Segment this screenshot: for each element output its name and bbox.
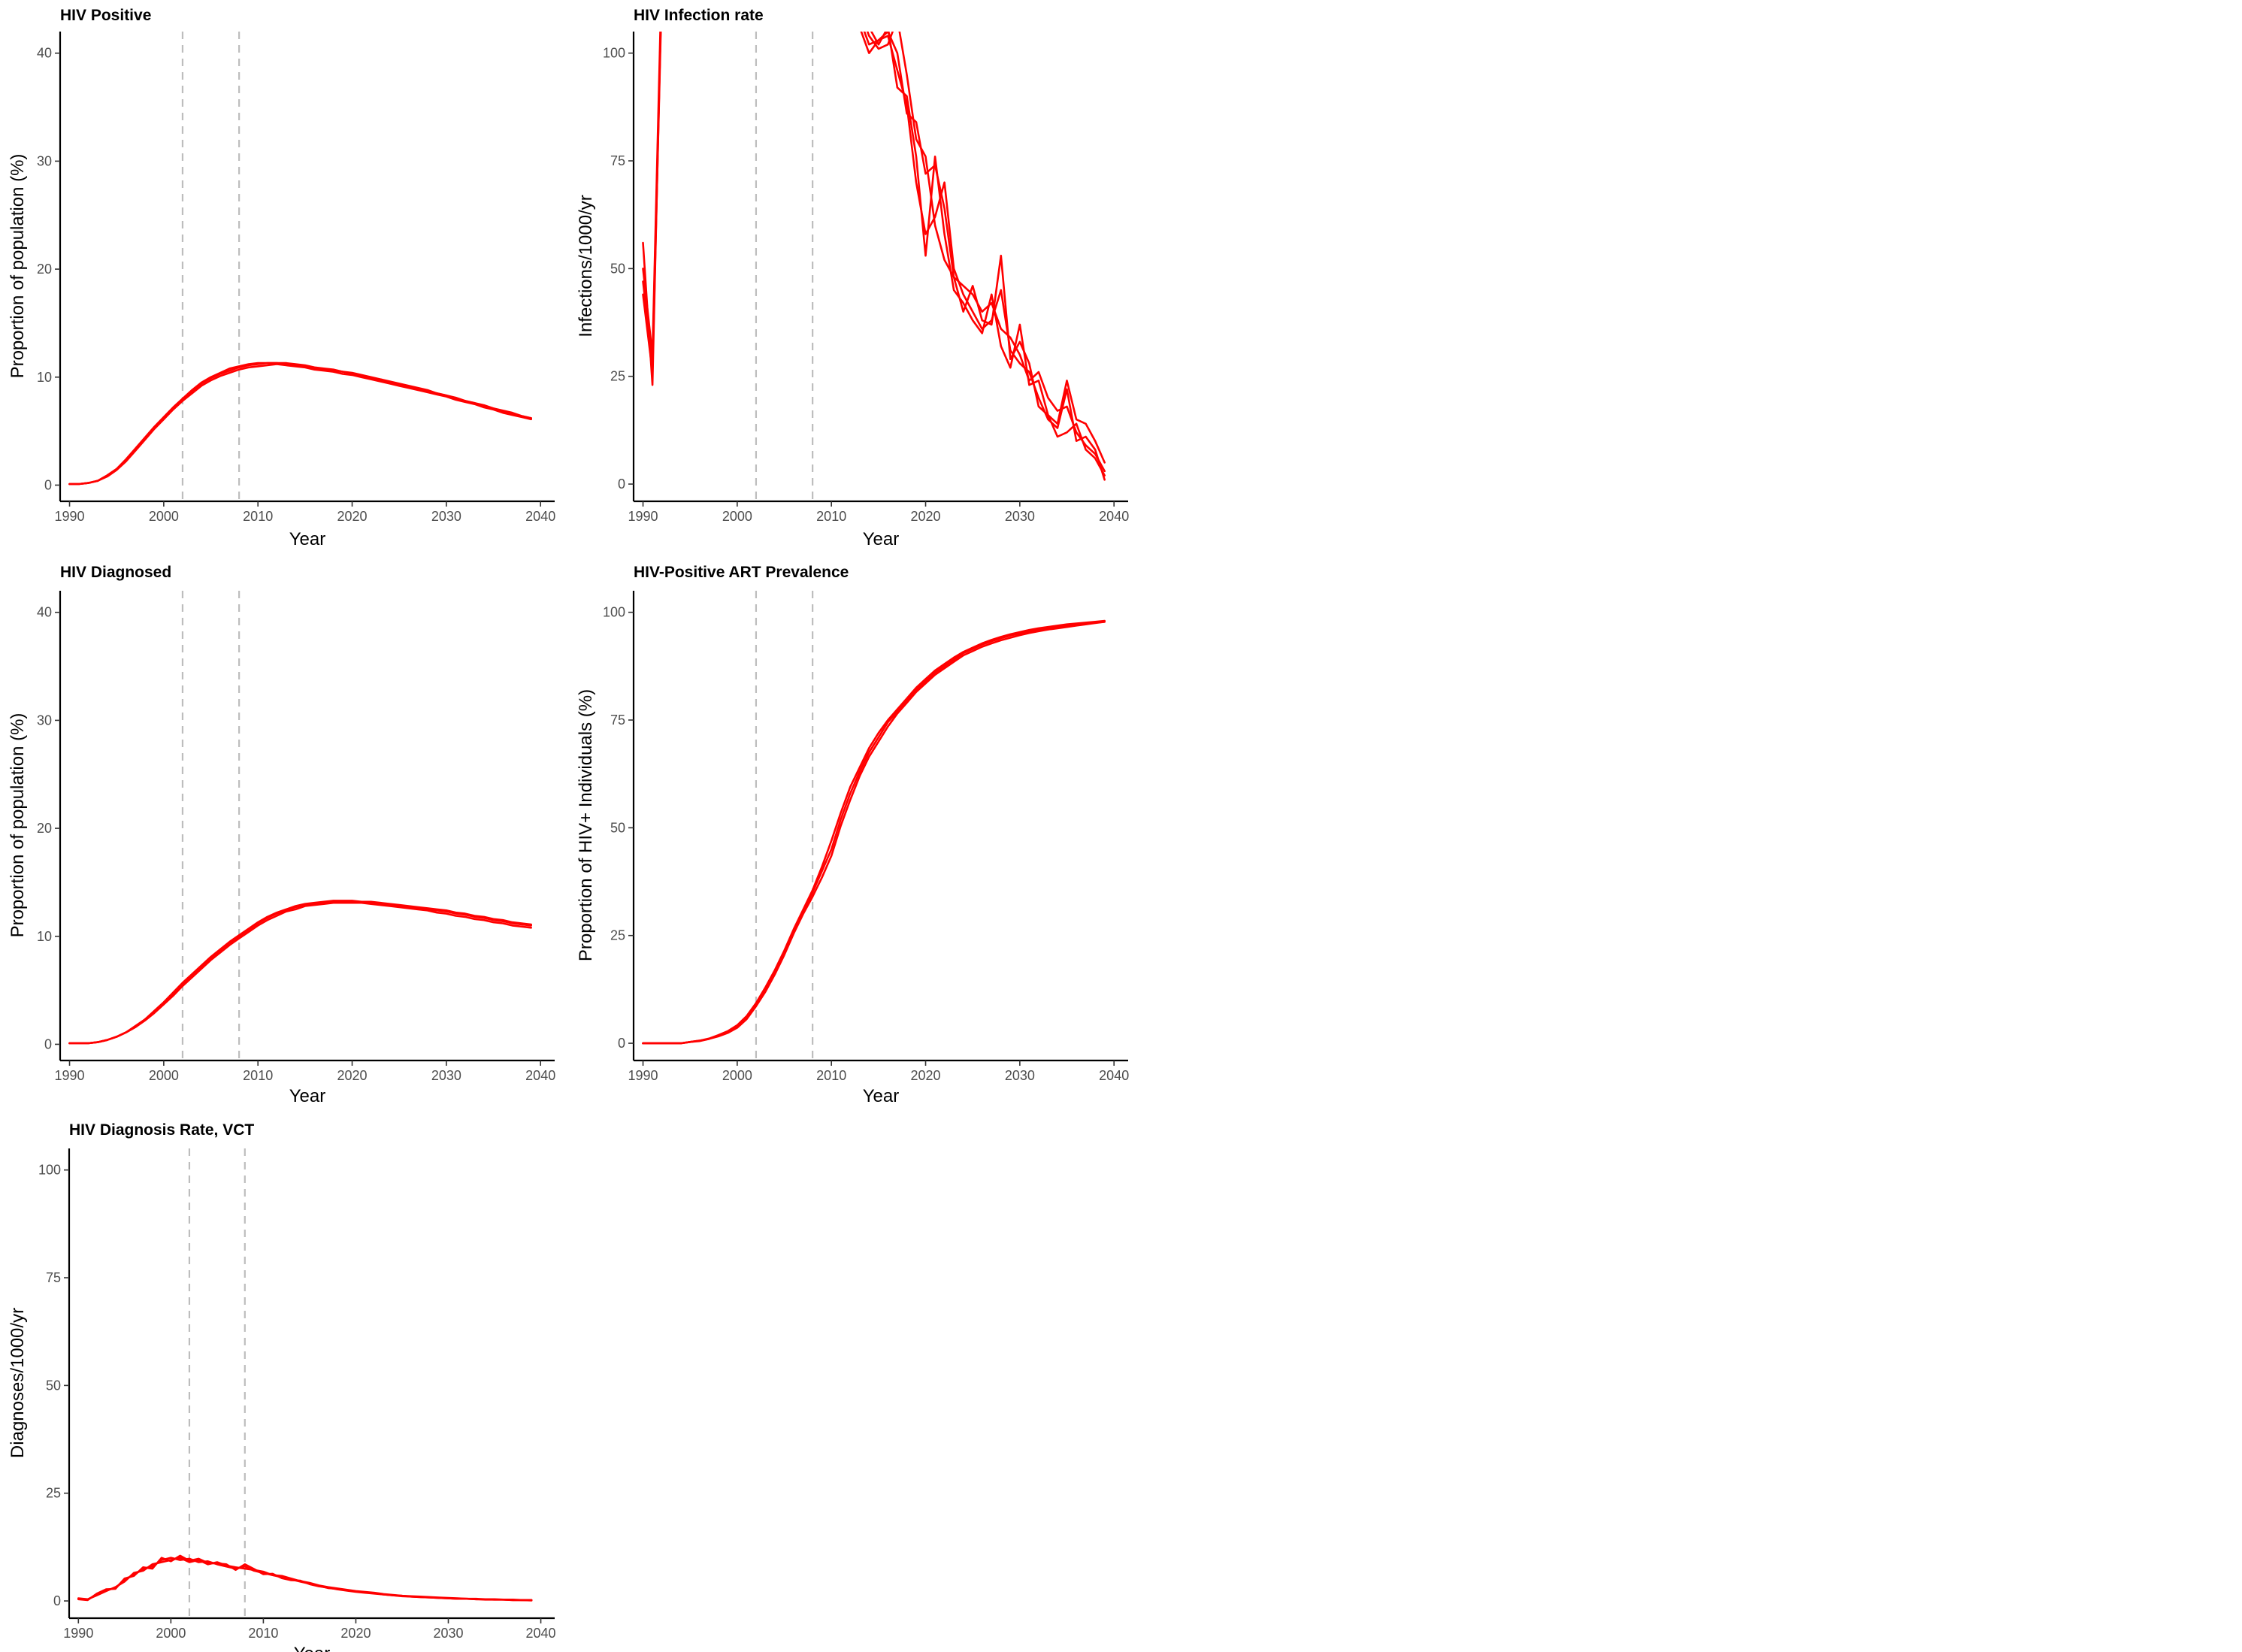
panel-title: HIV Diagnosed — [60, 564, 171, 581]
plot-area: 1990 2000 2010 2020 2030 2040 0 25 50 75 100 — [603, 591, 1129, 1083]
y-tick-label: 20 — [37, 262, 52, 277]
y-tick-label: 0 — [44, 1036, 52, 1051]
y-tick-label: 0 — [618, 477, 625, 492]
x-tick-label: 2000 — [149, 509, 179, 524]
series-line-3 — [642, 32, 1106, 477]
x-tick-label: 2000 — [722, 1068, 752, 1083]
plot-area: 1990 2000 2010 2020 2030 2040 0 25 50 75 100 — [603, 32, 1129, 524]
x-tick-label: 2010 — [816, 509, 846, 524]
y-tick-label: 40 — [37, 46, 52, 61]
series-line-3 — [77, 1554, 533, 1602]
y-axis-title: Proportion of population (%) — [8, 713, 28, 938]
y-tick-label: 0 — [44, 477, 52, 492]
series-line-3 — [68, 362, 533, 486]
y-tick-label: 25 — [610, 369, 625, 384]
y-tick-label: 100 — [38, 1163, 61, 1178]
x-tick-label: 1990 — [628, 509, 658, 524]
series-line-2 — [77, 1557, 533, 1602]
series-line-1 — [68, 900, 533, 1045]
x-tick-label: 2040 — [1099, 509, 1129, 524]
x-tick-label: 2020 — [911, 509, 941, 524]
series-line-2 — [68, 363, 533, 486]
x-tick-label: 2030 — [431, 1068, 461, 1083]
x-tick-label: 2040 — [526, 1626, 556, 1641]
y-tick-label: 50 — [610, 261, 625, 276]
chart-panel-hiv-diagnosed: HIV Diagnosed Year Proportion of populat… — [8, 564, 555, 1106]
y-tick-label: 75 — [610, 713, 625, 728]
y-tick-label: 10 — [37, 370, 52, 385]
x-tick-label: 2010 — [248, 1626, 278, 1641]
chart-panel-hiv-positive: HIV Positive Year Proportion of populati… — [8, 7, 555, 549]
x-tick-label: 2020 — [337, 1068, 368, 1083]
chart-panel-diagnosis-rate-vct: HIV Diagnosis Rate, VCT Year Diagnoses/1… — [8, 1121, 556, 1652]
y-axis-title: Diagnoses/1000/yr — [8, 1308, 28, 1458]
y-tick-label: 50 — [610, 820, 625, 835]
series-line-2 — [642, 32, 1106, 464]
x-axis-title: Year — [289, 1086, 326, 1106]
x-tick-label: 2000 — [156, 1626, 186, 1641]
x-tick-label: 1990 — [63, 1626, 93, 1641]
x-tick-label: 2000 — [149, 1068, 179, 1083]
series-line-2 — [68, 901, 533, 1045]
x-tick-label: 1990 — [55, 509, 85, 524]
series-line-1 — [77, 1557, 533, 1602]
series-line-1 — [642, 620, 1106, 1045]
y-tick-label: 20 — [37, 821, 52, 836]
x-tick-label: 2040 — [525, 1068, 555, 1083]
x-tick-label: 2030 — [431, 509, 461, 524]
y-axis-title: Infections/1000/yr — [576, 195, 596, 337]
y-tick-label: 0 — [53, 1593, 61, 1608]
y-tick-label: 100 — [603, 605, 625, 620]
x-tick-label: 2040 — [525, 509, 555, 524]
x-tick-label: 2030 — [1005, 1068, 1035, 1083]
x-tick-label: 2010 — [243, 1068, 273, 1083]
series-line-3 — [642, 619, 1106, 1045]
series-line-2 — [642, 620, 1106, 1045]
x-tick-label: 2030 — [433, 1626, 463, 1641]
x-tick-label: 2010 — [816, 1068, 846, 1083]
x-tick-label: 2030 — [1005, 509, 1035, 524]
series-line-4 — [642, 32, 1106, 481]
y-tick-label: 30 — [37, 713, 52, 728]
panel-title: HIV Positive — [60, 7, 151, 24]
y-tick-label: 75 — [46, 1270, 61, 1285]
y-tick-label: 30 — [37, 153, 52, 168]
y-axis-title: Proportion of population (%) — [8, 154, 28, 379]
series-line-3 — [68, 900, 533, 1045]
x-tick-label: 2020 — [340, 1626, 371, 1641]
x-axis-title: Year — [863, 1086, 900, 1106]
plot-area: 1990 2000 2010 2020 2030 2040 0 25 50 75 100 — [38, 1148, 556, 1641]
y-tick-label: 75 — [610, 153, 625, 168]
y-axis-title: Proportion of HIV+ Individuals (%) — [576, 689, 596, 961]
x-axis-title: Year — [294, 1644, 331, 1652]
x-tick-label: 2020 — [911, 1068, 941, 1083]
y-tick-label: 100 — [603, 46, 625, 61]
x-tick-label: 1990 — [55, 1068, 85, 1083]
chart-panel-art-prevalence: HIV-Positive ART Prevalence Year Proport… — [576, 564, 1129, 1106]
series-line-1 — [68, 362, 533, 486]
x-axis-title: Year — [289, 529, 326, 549]
x-tick-label: 1990 — [628, 1068, 658, 1083]
series-line-1 — [642, 32, 1106, 473]
y-tick-label: 50 — [46, 1378, 61, 1393]
x-tick-label: 2010 — [243, 509, 273, 524]
x-tick-label: 2000 — [722, 509, 752, 524]
panel-title: HIV-Positive ART Prevalence — [634, 564, 849, 581]
panel-title: HIV Infection rate — [634, 7, 764, 24]
chart-panel-hiv-infection-rate: HIV Infection rate Year Infections/1000/… — [576, 7, 1129, 549]
x-axis-title: Year — [863, 529, 900, 549]
y-tick-label: 0 — [618, 1036, 625, 1051]
y-tick-label: 40 — [37, 605, 52, 620]
y-tick-label: 25 — [610, 928, 625, 943]
panel-title: HIV Diagnosis Rate, VCT — [69, 1121, 254, 1139]
x-tick-label: 2020 — [337, 509, 368, 524]
x-tick-label: 2040 — [1099, 1068, 1129, 1083]
y-tick-label: 10 — [37, 929, 52, 944]
y-tick-label: 25 — [46, 1486, 61, 1501]
